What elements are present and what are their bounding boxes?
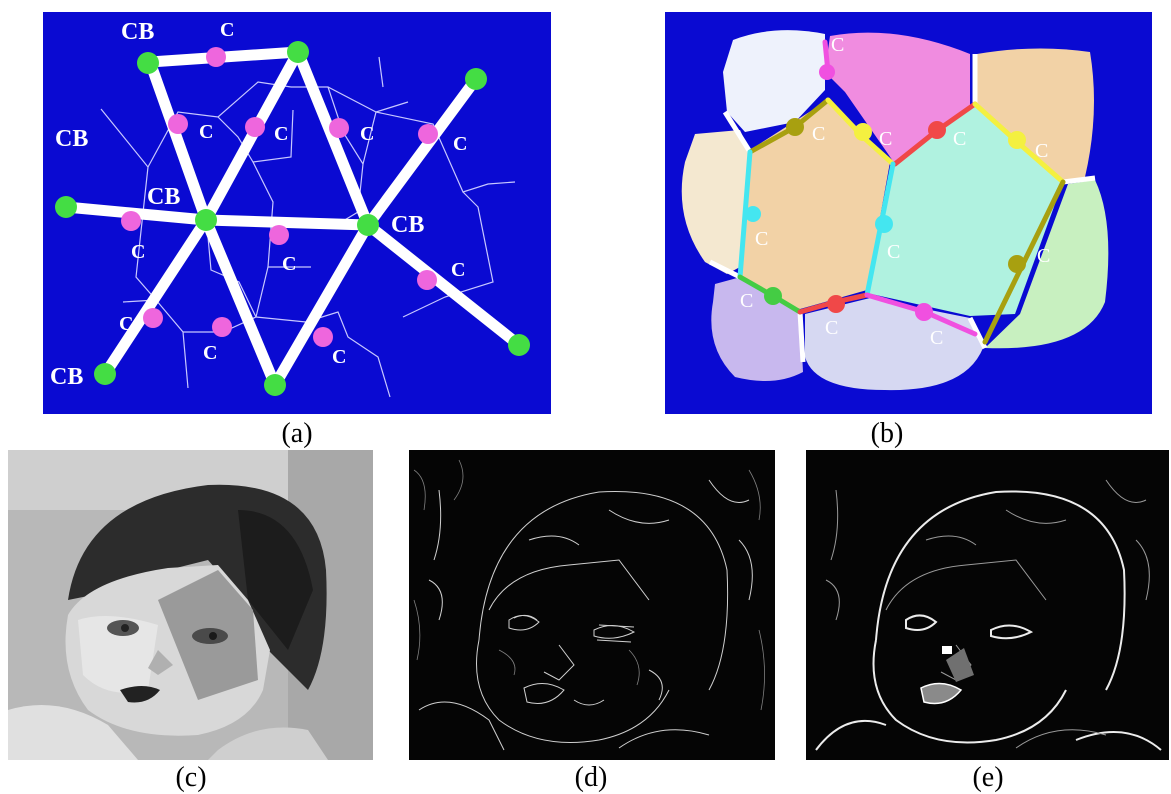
label-c: C [740, 290, 753, 312]
caption-c: (c) [175, 762, 207, 793]
region-pale-blue [723, 30, 825, 132]
label-c: C [360, 123, 374, 145]
portrait-clothing [8, 705, 138, 760]
label-c: C [879, 128, 892, 150]
boundary-dot [1008, 131, 1026, 149]
region-cream [681, 130, 750, 274]
boundary-dot [745, 206, 761, 222]
region-light-green [985, 180, 1109, 349]
boundary-dot [875, 215, 893, 233]
region-lavender [711, 278, 803, 381]
boundary-dot [915, 303, 933, 321]
portrait-clothing-right [208, 727, 328, 760]
edge-map-d [409, 450, 775, 760]
green-nodes [55, 41, 530, 396]
edge-lines-d [418, 479, 753, 751]
region-diagram-b: C C C C C C C C C C C [665, 12, 1152, 414]
boundary-dot [1008, 255, 1026, 273]
label-c: C [1035, 140, 1048, 162]
label-cb: CB [391, 212, 424, 238]
panel-a: CB CB CB CB CB C C C C C C C C C C C [43, 12, 551, 414]
label-cb: CB [55, 126, 88, 152]
label-c: C [1037, 245, 1050, 267]
portrait-pupil-right [209, 632, 217, 640]
label-c: C [274, 123, 288, 145]
label-c: C [332, 346, 346, 368]
boundary-dot [819, 64, 835, 80]
label-c: C [203, 342, 217, 364]
edge-map-background [806, 450, 1169, 760]
panel-e [806, 450, 1169, 760]
label-c: C [199, 121, 213, 143]
label-c: C [953, 128, 966, 150]
region-blue-grey [805, 298, 983, 391]
label-cb: CB [121, 19, 154, 45]
edge-map-background [409, 450, 775, 760]
edge-map-e [806, 450, 1169, 760]
label-c: C [812, 123, 825, 145]
graph-diagram-a: CB CB CB CB CB C C C C C C C C C C C [43, 12, 551, 414]
label-cb: CB [147, 184, 180, 210]
boundary-dot [786, 118, 804, 136]
label-c: C [930, 327, 943, 349]
label-c: C [755, 228, 768, 250]
portrait-cheek [78, 616, 158, 693]
strong-edge-lines-e [815, 490, 1162, 751]
region-peach-center [740, 100, 890, 309]
label-c: C [131, 241, 145, 263]
portrait-pupil-left [121, 624, 129, 632]
label-c: C [451, 259, 465, 281]
label-c: C [453, 133, 467, 155]
label-c: C [220, 19, 234, 41]
caption-a: (a) [281, 418, 313, 449]
boundary-dot [827, 295, 845, 313]
label-c: C [282, 253, 296, 275]
panel-b: C C C C C C C C C C C [665, 12, 1152, 414]
label-c: C [825, 317, 838, 339]
caption-e: (e) [972, 762, 1004, 793]
region-peach-top-right [977, 48, 1094, 184]
label-c: C [831, 34, 844, 56]
caption-b: (b) [870, 418, 904, 449]
boundary-dot [928, 121, 946, 139]
label-c: C [887, 241, 900, 263]
label-c: C [119, 313, 133, 335]
caption-d: (d) [574, 762, 608, 793]
boundary-dot [764, 287, 782, 305]
highlight-e [942, 646, 952, 654]
nose-region-e [946, 648, 974, 682]
boundary-dot [854, 123, 872, 141]
portrait-mouth [120, 686, 160, 703]
panel-d [409, 450, 775, 760]
panel-c [8, 450, 373, 760]
faint-edge-lines-d [413, 459, 765, 711]
grayscale-portrait-c [8, 450, 373, 760]
mouth-region-e [920, 682, 963, 705]
label-cb: CB [50, 364, 83, 390]
portrait-nose [148, 650, 173, 675]
white-gap-lines [708, 54, 1096, 363]
portrait-hair-shadow [238, 510, 313, 650]
pink-nodes [121, 47, 438, 347]
